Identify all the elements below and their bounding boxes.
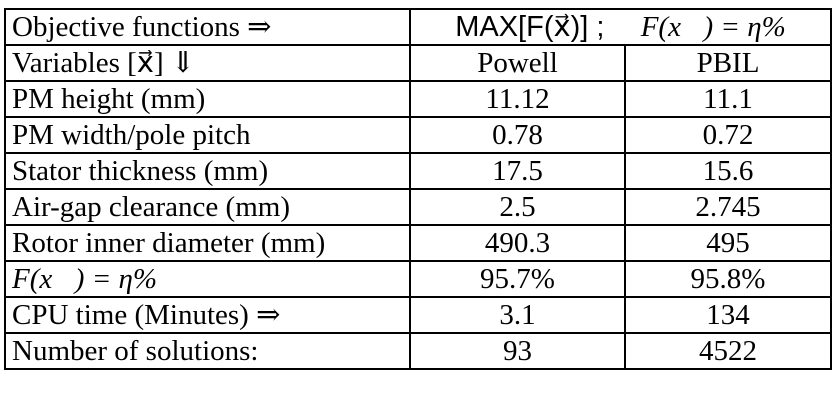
table-row: PM height (mm) 11.12 11.1 [4, 80, 832, 118]
method-header-powell: Powell [409, 44, 626, 82]
objective-eta-expression: F(x⃗) = η% [640, 10, 786, 43]
powell-value: 93 [409, 332, 626, 370]
table-row: Air-gap clearance (mm) 2.5 2.745 [4, 188, 832, 226]
header-row-objective: Objective functions ⇒ MAX[F(x⃗)] ; F(x⃗)… [4, 8, 832, 46]
results-table: Objective functions ⇒ MAX[F(x⃗)] ; F(x⃗)… [4, 8, 832, 370]
table-row: F(x⃗) = η% 95.7% 95.8% [4, 260, 832, 298]
pbil-value: 95.8% [624, 260, 832, 298]
objective-function-cell: MAX[F(x⃗)] ; F(x⃗) = η% [409, 8, 832, 46]
pbil-value: 15.6 [624, 152, 832, 190]
powell-value: 11.12 [409, 80, 626, 118]
row-label: PM width/pole pitch [4, 116, 411, 154]
variables-label: Variables [x⃗] ⇓ [4, 44, 411, 82]
row-label: PM height (mm) [4, 80, 411, 118]
powell-value: 0.78 [409, 116, 626, 154]
row-label: Stator thickness (mm) [4, 152, 411, 190]
objective-functions-label: Objective functions ⇒ [4, 8, 411, 46]
header-row-variables: Variables [x⃗] ⇓ Powell PBIL [4, 44, 832, 82]
objective-max-expression: MAX[F(x⃗)] ; [455, 10, 605, 43]
method-header-pbil: PBIL [624, 44, 832, 82]
powell-value: 3.1 [409, 296, 626, 334]
table-row: Rotor inner diameter (mm) 490.3 495 [4, 224, 832, 262]
pbil-value: 2.745 [624, 188, 832, 226]
table-row: Stator thickness (mm) 17.5 15.6 [4, 152, 832, 190]
row-label: F(x⃗) = η% [4, 260, 411, 298]
powell-value: 17.5 [409, 152, 626, 190]
table-row: PM width/pole pitch 0.78 0.72 [4, 116, 832, 154]
pbil-value: 4522 [624, 332, 832, 370]
pbil-value: 0.72 [624, 116, 832, 154]
row-label: CPU time (Minutes) ⇒ [4, 296, 411, 334]
pbil-value: 495 [624, 224, 832, 262]
powell-value: 95.7% [409, 260, 626, 298]
powell-value: 490.3 [409, 224, 626, 262]
powell-value: 2.5 [409, 188, 626, 226]
table-row: CPU time (Minutes) ⇒ 3.1 134 [4, 296, 832, 334]
pbil-value: 134 [624, 296, 832, 334]
row-label: Number of solutions: [4, 332, 411, 370]
pbil-value: 11.1 [624, 80, 832, 118]
row-label: Rotor inner diameter (mm) [4, 224, 411, 262]
table-row: Number of solutions: 93 4522 [4, 332, 832, 370]
row-label: Air-gap clearance (mm) [4, 188, 411, 226]
